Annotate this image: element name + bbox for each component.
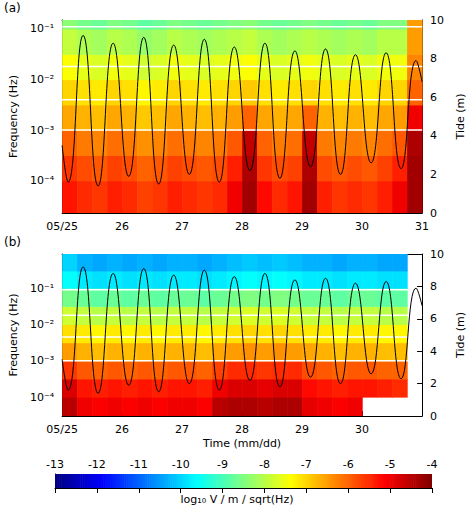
svg-text:-7: -7 bbox=[301, 458, 312, 471]
svg-text:-8: -8 bbox=[259, 458, 270, 471]
svg-text:31: 31 bbox=[415, 220, 429, 233]
svg-text:0: 0 bbox=[430, 207, 437, 220]
svg-text:0: 0 bbox=[430, 410, 437, 423]
svg-text:-11: -11 bbox=[130, 458, 148, 471]
svg-text:27: 27 bbox=[175, 423, 189, 436]
svg-text:10⁻²: 10⁻² bbox=[30, 73, 54, 86]
svg-text:05/25: 05/25 bbox=[46, 423, 78, 436]
svg-text:10⁻²: 10⁻² bbox=[30, 318, 54, 331]
svg-text:30: 30 bbox=[355, 423, 369, 436]
svg-text:10⁻⁴: 10⁻⁴ bbox=[30, 391, 55, 404]
svg-text:-12: -12 bbox=[88, 458, 106, 471]
svg-text:10⁻⁴: 10⁻⁴ bbox=[30, 174, 55, 187]
svg-text:-4: -4 bbox=[427, 458, 438, 471]
svg-text:4: 4 bbox=[430, 345, 437, 358]
svg-text:8: 8 bbox=[430, 280, 437, 293]
svg-text:8: 8 bbox=[430, 52, 437, 65]
svg-text:2: 2 bbox=[430, 168, 437, 181]
svg-text:29: 29 bbox=[295, 220, 309, 233]
svg-text:(b): (b) bbox=[4, 235, 21, 249]
svg-text:-9: -9 bbox=[217, 458, 228, 471]
svg-text:Tide (m): Tide (m) bbox=[454, 312, 467, 359]
svg-text:10⁻³: 10⁻³ bbox=[30, 354, 54, 367]
svg-text:26: 26 bbox=[115, 220, 129, 233]
svg-text:log₁₀ V / m / sqrt(Hz): log₁₀ V / m / sqrt(Hz) bbox=[181, 493, 294, 506]
svg-text:2: 2 bbox=[430, 377, 437, 390]
svg-text:Frequency (Hz): Frequency (Hz) bbox=[7, 75, 20, 158]
svg-text:6: 6 bbox=[430, 91, 437, 104]
svg-text:28: 28 bbox=[235, 220, 249, 233]
svg-text:Frequency (Hz): Frequency (Hz) bbox=[7, 294, 20, 377]
svg-text:10⁻³: 10⁻³ bbox=[30, 124, 54, 137]
svg-text:10: 10 bbox=[430, 14, 444, 27]
svg-text:10: 10 bbox=[430, 248, 444, 261]
svg-text:(a): (a) bbox=[4, 1, 21, 15]
svg-text:30: 30 bbox=[355, 220, 369, 233]
svg-text:10⁻¹: 10⁻¹ bbox=[30, 282, 54, 295]
svg-text:28: 28 bbox=[235, 423, 249, 436]
svg-text:-6: -6 bbox=[343, 458, 354, 471]
svg-text:4: 4 bbox=[430, 129, 437, 142]
svg-text:10⁻¹: 10⁻¹ bbox=[30, 22, 54, 35]
svg-text:05/25: 05/25 bbox=[46, 220, 78, 233]
svg-text:-10: -10 bbox=[172, 458, 190, 471]
svg-text:-13: -13 bbox=[46, 458, 64, 471]
svg-text:Time (mm/dd): Time (mm/dd) bbox=[202, 437, 281, 450]
svg-text:26: 26 bbox=[115, 423, 129, 436]
svg-text:6: 6 bbox=[430, 312, 437, 325]
svg-text:27: 27 bbox=[175, 220, 189, 233]
svg-text:-5: -5 bbox=[385, 458, 396, 471]
svg-text:Tide (m): Tide (m) bbox=[454, 94, 467, 141]
svg-text:29: 29 bbox=[295, 423, 309, 436]
